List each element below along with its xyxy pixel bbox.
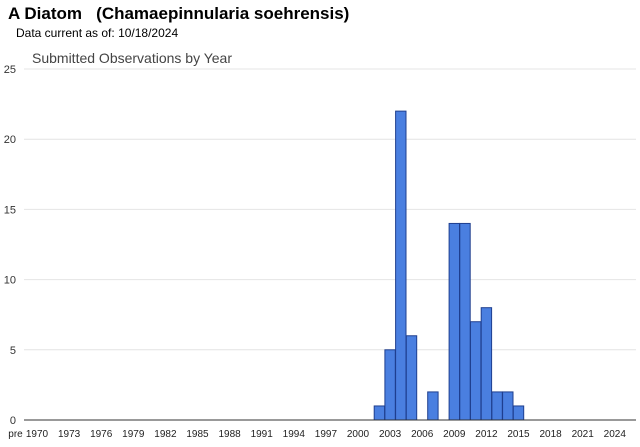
bar-2012 (480, 307, 493, 421)
bar-2009 (448, 222, 461, 421)
bar-2004 (395, 110, 407, 421)
x-tick-label-1988: 1988 (218, 429, 241, 440)
bar-2010 (459, 222, 471, 421)
bar-2003 (384, 349, 396, 421)
x-tick-label-2003: 2003 (379, 429, 402, 440)
page-title: A Diatom (Chamaepinnularia soehrensis) (8, 4, 350, 23)
data-current-date: 10/18/2024 (118, 26, 179, 40)
x-tick-labels: pre 1970 1973 1976 1979 1982 1985 1988 1991 1994 1… (8, 429, 626, 440)
x-tick-label-2000: 2000 (347, 429, 370, 440)
y-tick-label-10: 10 (4, 275, 16, 287)
x-tick-label-1994: 1994 (283, 429, 306, 440)
bar-2015 (512, 405, 525, 421)
y-tick-label-15: 15 (4, 204, 16, 216)
bar-2011 (470, 321, 482, 421)
y-tick-label-5: 5 (10, 345, 16, 357)
x-tick-label-2006: 2006 (411, 429, 434, 440)
bar-chart-svg: Submitted Observations by Year 051015202… (4, 50, 636, 440)
x-tick-label-2015: 2015 (507, 429, 530, 440)
x-tick-label-2018: 2018 (539, 429, 562, 440)
y-tick-label-20: 20 (4, 134, 16, 146)
bar-2005 (405, 335, 418, 421)
x-tick-label-1979: 1979 (122, 429, 145, 440)
bar-2007 (427, 391, 439, 421)
x-tick-label-1985: 1985 (186, 429, 209, 440)
x-tick-label-1997: 1997 (315, 429, 338, 440)
bar-2013 (491, 391, 503, 421)
bar-2014 (502, 391, 514, 421)
data-current-label: Data current as of: (16, 26, 115, 40)
y-tick-label-25: 25 (4, 64, 16, 76)
x-tick-label-2024: 2024 (604, 429, 627, 440)
x-tick-label-2012: 2012 (475, 429, 498, 440)
chart-title: Submitted Observations by Year (32, 50, 232, 66)
x-tick-label-2009: 2009 (443, 429, 466, 440)
x-tick-label-1976: 1976 (90, 429, 113, 440)
gridlines (24, 68, 636, 351)
x-tick-label-1991: 1991 (251, 429, 274, 440)
x-tick-label-1982: 1982 (154, 429, 177, 440)
bars (373, 110, 525, 421)
x-tick-label-1970: 1970 (26, 429, 49, 440)
x-tick-label-2021: 2021 (572, 429, 595, 440)
observations-chart: Submitted Observations by Year 0 5 10 15 20 2… (0, 44, 640, 442)
data-current-line: Data current as of: 10/18/2024 (16, 26, 178, 40)
x-tick-label-1973: 1973 (58, 429, 81, 440)
y-tick-labels: 0 5 10 15 20 25 (4, 64, 16, 427)
y-tick-label-0: 0 (10, 415, 16, 427)
x-tick-label-pre: pre (8, 429, 23, 440)
bar-2002 (373, 405, 386, 421)
